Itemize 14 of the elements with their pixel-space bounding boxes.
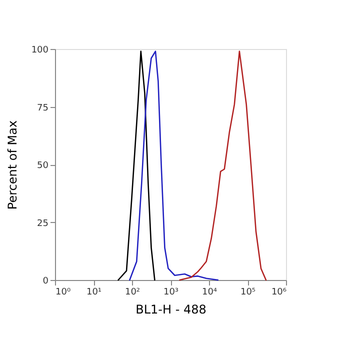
x-axis-title: BL1-H - 488 [136,302,206,316]
y-tick-label: 25 [37,218,48,229]
x-tick-label: 10⁵ [240,288,256,298]
x-tick-label: 10³ [163,288,179,298]
x-tick-label: 10⁰ [56,288,71,298]
x-tick-label: 10¹ [86,288,102,298]
y-axis-title: Percent of Max [5,120,20,210]
y-tick-label: 50 [37,161,49,171]
x-tick-label: 10⁴ [202,288,218,298]
y-tick-label: 0 [42,276,49,286]
y-tick-label: 75 [37,103,48,114]
x-tick-label: 10² [124,288,140,298]
y-tick-label: 100 [31,46,49,56]
x-tick-label: 10⁶ [271,288,287,298]
